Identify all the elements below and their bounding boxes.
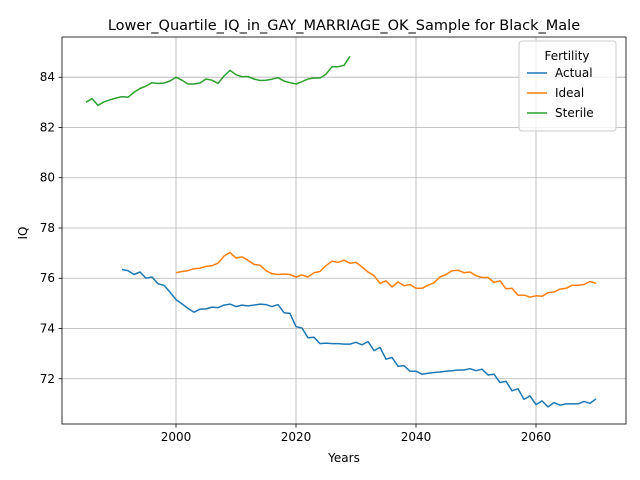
x-axis-ticks: 2000 2020 2040 2060: [161, 424, 552, 444]
x-tick-label: 2060: [521, 430, 552, 444]
legend-title: Fertility: [544, 49, 589, 63]
legend-label-actual: Actual: [555, 66, 593, 80]
series-line-actual: [121, 268, 597, 408]
plot-area-frame: [61, 36, 627, 425]
legend-entries: Actual Ideal Sterile: [527, 66, 594, 120]
y-tick-label: 72: [40, 372, 55, 386]
y-tick-label: 74: [40, 322, 55, 336]
y-tick-label: 82: [40, 120, 55, 134]
y-tick-label: 76: [40, 271, 55, 285]
y-axis-label: IQ: [16, 227, 30, 240]
y-tick-label: 80: [40, 171, 55, 185]
legend: Fertility Actual Ideal Sterile: [518, 40, 617, 132]
series-line-sterile: [85, 55, 351, 107]
x-tick-label: 2020: [281, 430, 312, 444]
y-tick-label: 78: [40, 221, 55, 235]
x-tick-label: 2000: [161, 430, 192, 444]
series-line-ideal: [175, 251, 597, 298]
y-axis-ticks: 72 74 76 78 80 82 84: [40, 70, 62, 386]
series-lines: [85, 55, 597, 408]
chart-title: Lower_Quartile_IQ_in_GAY_MARRIAGE_OK_Sam…: [108, 18, 580, 34]
legend-label-ideal: Ideal: [555, 86, 584, 100]
y-tick-label: 84: [40, 70, 55, 84]
x-tick-label: 2040: [401, 430, 432, 444]
legend-box: [518, 40, 617, 132]
legend-label-sterile: Sterile: [555, 106, 594, 120]
x-axis-label: Years: [327, 451, 360, 465]
